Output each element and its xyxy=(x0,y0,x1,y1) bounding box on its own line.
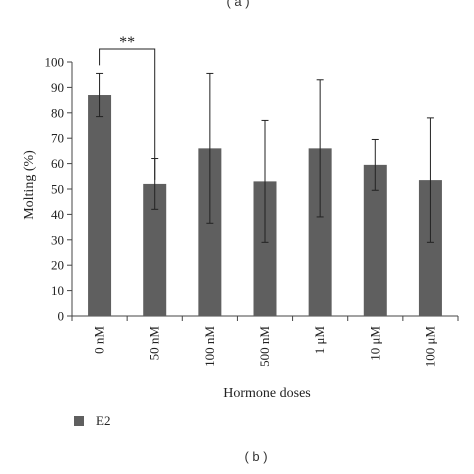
bar xyxy=(308,148,332,316)
panel-label-a: ( a ) xyxy=(226,0,250,9)
y-tick-label: 90 xyxy=(51,80,64,95)
bar xyxy=(253,181,277,316)
y-tick-label: 50 xyxy=(51,182,64,197)
y-tick-label: 40 xyxy=(51,207,64,222)
legend-swatch-e2 xyxy=(74,416,84,426)
x-tick-label: 10 μM xyxy=(367,326,382,361)
x-axis-label: Hormone doses xyxy=(223,386,311,401)
x-tick-label: 1 μM xyxy=(312,326,327,355)
y-tick-label: 20 xyxy=(51,258,64,273)
bar xyxy=(88,95,112,317)
legend-label-e2: E2 xyxy=(96,413,111,428)
y-tick-label: 10 xyxy=(51,283,64,298)
y-tick-label: 70 xyxy=(51,131,64,146)
bar xyxy=(143,183,167,316)
significance-label: ** xyxy=(119,34,135,51)
y-tick-label: 30 xyxy=(51,232,64,247)
bar xyxy=(363,164,387,316)
significance-bracket xyxy=(99,48,156,180)
y-tick-label: 60 xyxy=(51,156,64,171)
x-tick-label: 100 nM xyxy=(202,326,217,367)
y-tick-label: 100 xyxy=(45,55,65,70)
bar xyxy=(198,148,222,316)
legend: E2 xyxy=(74,413,110,429)
x-tick-label: 50 nM xyxy=(147,326,162,361)
x-tick-label: 0 nM xyxy=(92,326,107,354)
bar xyxy=(418,180,442,316)
y-axis-label: Molting (%) xyxy=(22,150,37,220)
x-tick-label: 100 μM xyxy=(422,326,437,368)
x-tick-label: 500 nM xyxy=(257,326,272,367)
y-tick-label: 0 xyxy=(58,309,65,324)
panel-label-b: ( b ) xyxy=(244,449,268,464)
y-tick-label: 80 xyxy=(51,105,64,120)
